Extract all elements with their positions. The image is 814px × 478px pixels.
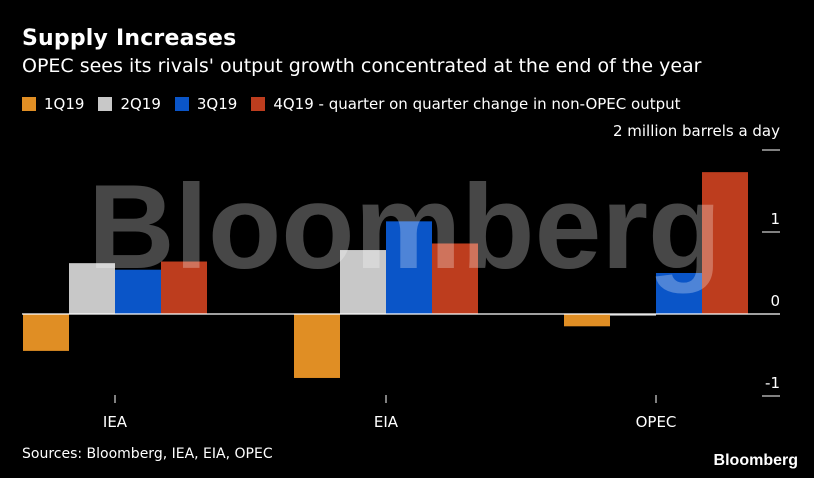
chart-subtitle: OPEC sees its rivals' output growth conc… bbox=[22, 55, 702, 77]
bar-eia-4q19 bbox=[432, 243, 478, 314]
x-label-iea: IEA bbox=[103, 413, 128, 431]
legend-item-2q19: 2Q19 bbox=[98, 95, 161, 113]
bars-group bbox=[23, 172, 748, 378]
x-axis: IEA EIA OPEC bbox=[103, 395, 676, 431]
bar-opec-2q19 bbox=[610, 314, 656, 316]
bar-opec-3q19 bbox=[656, 273, 702, 314]
bar-opec-4q19 bbox=[702, 172, 748, 314]
legend-label-1q19: 1Q19 bbox=[44, 95, 85, 113]
legend-swatch-3q19 bbox=[174, 97, 189, 111]
bloomberg-logo: Bloomberg bbox=[713, 452, 798, 469]
legend-item-1q19: 1Q19 bbox=[22, 95, 84, 113]
y-tick-label-1: 1 bbox=[770, 210, 780, 228]
legend-swatch-2q19 bbox=[98, 97, 113, 111]
legend-swatch-1q19 bbox=[22, 97, 36, 111]
bar-opec-1q19 bbox=[564, 314, 610, 327]
source-note: Sources: Bloomberg, IEA, EIA, OPEC bbox=[22, 446, 273, 462]
legend: 1Q19 2Q19 3Q19 4Q19 - quarter on quarter… bbox=[22, 95, 695, 113]
bar-eia-1q19 bbox=[294, 314, 340, 378]
y-tick-label-0: 0 bbox=[770, 292, 780, 310]
x-label-eia: EIA bbox=[374, 413, 399, 431]
bar-iea-3q19 bbox=[115, 269, 161, 314]
x-label-opec: OPEC bbox=[636, 413, 677, 431]
legend-swatch-4q19 bbox=[251, 97, 266, 111]
legend-item-3q19: 3Q19 bbox=[174, 95, 238, 113]
legend-item-4q19: 4Q19 - quarter on quarter change in non-… bbox=[251, 95, 681, 113]
watermark-logo: Bloomberg bbox=[88, 160, 721, 294]
bar-eia-3q19 bbox=[386, 221, 432, 314]
y-tick-label-neg1: -1 bbox=[765, 374, 780, 392]
legend-label-3q19: 3Q19 bbox=[196, 95, 238, 113]
bar-iea-2q19 bbox=[69, 263, 115, 314]
legend-label-2q19: 2Q19 bbox=[120, 95, 161, 113]
bar-iea-4q19 bbox=[161, 261, 207, 314]
bar-iea-1q19 bbox=[23, 314, 69, 351]
legend-label-4q19: 4Q19 - quarter on quarter change in non-… bbox=[273, 95, 681, 113]
bar-eia-2q19 bbox=[340, 250, 386, 314]
y-axis: -1 0 1 bbox=[22, 149, 780, 397]
unit-label: 2 million barrels a day bbox=[612, 122, 780, 140]
chart-title: Supply Increases bbox=[22, 26, 237, 51]
